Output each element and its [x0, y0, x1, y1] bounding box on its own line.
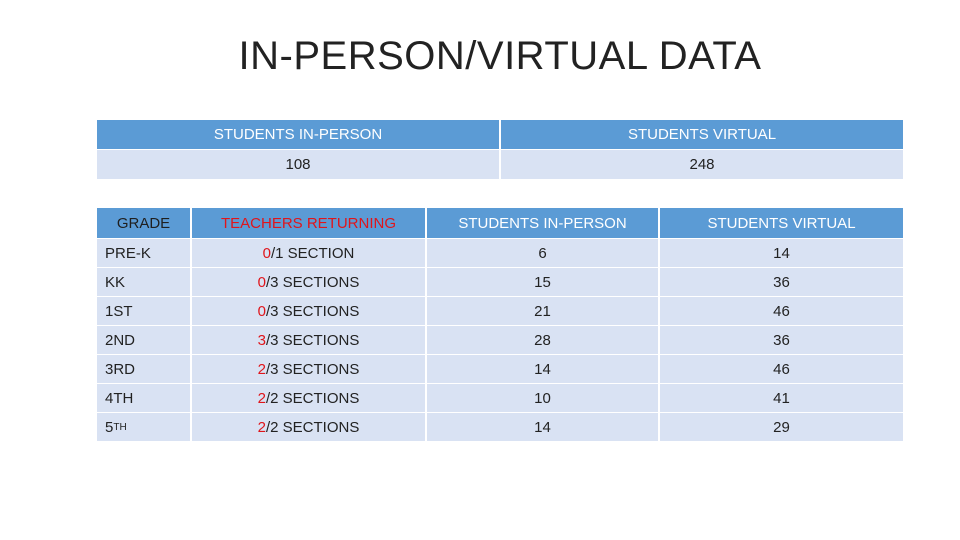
teachers-returning-count: 3 — [257, 331, 266, 349]
summary-value-in-person: 108 — [97, 150, 499, 179]
table-row: 1ST 0/3 SECTIONS 21 46 — [97, 297, 903, 325]
students-in-person-cell: 14 — [427, 413, 658, 441]
header-students-in-person: STUDENTS IN-PERSON — [427, 208, 658, 238]
grades-body: PRE-K 0/1 SECTION 6 14 KK 0/3 SECTIONS 15 36 1ST… — [97, 239, 903, 441]
students-in-person-cell: 14 — [427, 355, 658, 383]
teachers-returning-count: 0 — [257, 302, 266, 320]
students-in-person-cell: 21 — [427, 297, 658, 325]
grade-cell: KK — [97, 268, 190, 296]
grade-superscript: TH — [113, 421, 127, 433]
grades-header-row: GRADE TEACHERS RETURNING STUDENTS IN-PER… — [97, 208, 903, 238]
grade-label: 4TH — [105, 389, 134, 407]
grade-cell: 2ND — [97, 326, 190, 354]
grade-label: KK — [105, 273, 126, 291]
teachers-returning-sections: /3 SECTIONS — [265, 360, 360, 378]
grade-cell: 1ST — [97, 297, 190, 325]
teachers-returning-cell: 0/1 SECTION — [192, 239, 425, 267]
students-virtual-cell: 36 — [660, 268, 903, 296]
teachers-returning-cell: 2/3 SECTIONS — [192, 355, 425, 383]
teachers-returning-sections: /3 SECTIONS — [265, 273, 360, 291]
teachers-returning-sections: /3 SECTIONS — [265, 331, 360, 349]
summary-header-row: STUDENTS IN-PERSON STUDENTS VIRTUAL — [97, 120, 903, 149]
students-virtual-cell: 36 — [660, 326, 903, 354]
grade-label: PRE-K — [105, 244, 151, 262]
summary-header-virtual: STUDENTS VIRTUAL — [501, 120, 903, 149]
teachers-returning-count: 2 — [257, 389, 266, 407]
table-row: 2ND 3/3 SECTIONS 28 36 — [97, 326, 903, 354]
students-in-person-cell: 6 — [427, 239, 658, 267]
table-row: KK 0/3 SECTIONS 15 36 — [97, 268, 903, 296]
students-virtual-cell: 46 — [660, 355, 903, 383]
students-virtual-cell: 14 — [660, 239, 903, 267]
teachers-returning-sections: /3 SECTIONS — [265, 302, 360, 320]
summary-value-virtual: 248 — [501, 150, 903, 179]
page-title: IN-PERSON/VIRTUAL DATA — [238, 34, 762, 78]
teachers-returning-cell: 3/3 SECTIONS — [192, 326, 425, 354]
students-in-person-cell: 28 — [427, 326, 658, 354]
teachers-returning-count: 0 — [257, 273, 266, 291]
teachers-returning-cell: 2/2 SECTIONS — [192, 384, 425, 412]
teachers-returning-cell: 2/2 SECTIONS — [192, 413, 425, 441]
teachers-returning-count: 2 — [257, 418, 266, 436]
header-grade: GRADE — [97, 208, 190, 238]
students-virtual-cell: 29 — [660, 413, 903, 441]
teachers-returning-count: 0 — [262, 244, 271, 262]
header-teachers-returning: TEACHERS RETURNING — [192, 208, 425, 238]
students-virtual-cell: 41 — [660, 384, 903, 412]
teachers-returning-cell: 0/3 SECTIONS — [192, 268, 425, 296]
table-row: 5 TH 2/2 SECTIONS 14 29 — [97, 413, 903, 441]
grade-label: 5 — [105, 418, 114, 436]
grade-cell: 4TH — [97, 384, 190, 412]
summary-value-row: 108 248 — [97, 150, 903, 179]
teachers-returning-sections: /1 SECTION — [270, 244, 355, 262]
grade-label: 2ND — [105, 331, 136, 349]
grade-cell: PRE-K — [97, 239, 190, 267]
students-virtual-cell: 46 — [660, 297, 903, 325]
table-row: 4TH 2/2 SECTIONS 10 41 — [97, 384, 903, 412]
summary-table: STUDENTS IN-PERSON STUDENTS VIRTUAL 108 … — [97, 120, 903, 179]
grade-cell: 5 TH — [97, 413, 190, 441]
teachers-returning-count: 2 — [257, 360, 266, 378]
grade-label: 3RD — [105, 360, 136, 378]
teachers-returning-sections: /2 SECTIONS — [265, 418, 360, 436]
grade-cell: 3RD — [97, 355, 190, 383]
teachers-returning-cell: 0/3 SECTIONS — [192, 297, 425, 325]
header-students-virtual: STUDENTS VIRTUAL — [660, 208, 903, 238]
table-row: 3RD 2/3 SECTIONS 14 46 — [97, 355, 903, 383]
summary-header-in-person: STUDENTS IN-PERSON — [97, 120, 499, 149]
students-in-person-cell: 10 — [427, 384, 658, 412]
teachers-returning-sections: /2 SECTIONS — [265, 389, 360, 407]
grades-table: GRADE TEACHERS RETURNING STUDENTS IN-PER… — [97, 208, 903, 441]
grade-label: 1ST — [105, 302, 133, 320]
students-in-person-cell: 15 — [427, 268, 658, 296]
table-row: PRE-K 0/1 SECTION 6 14 — [97, 239, 903, 267]
